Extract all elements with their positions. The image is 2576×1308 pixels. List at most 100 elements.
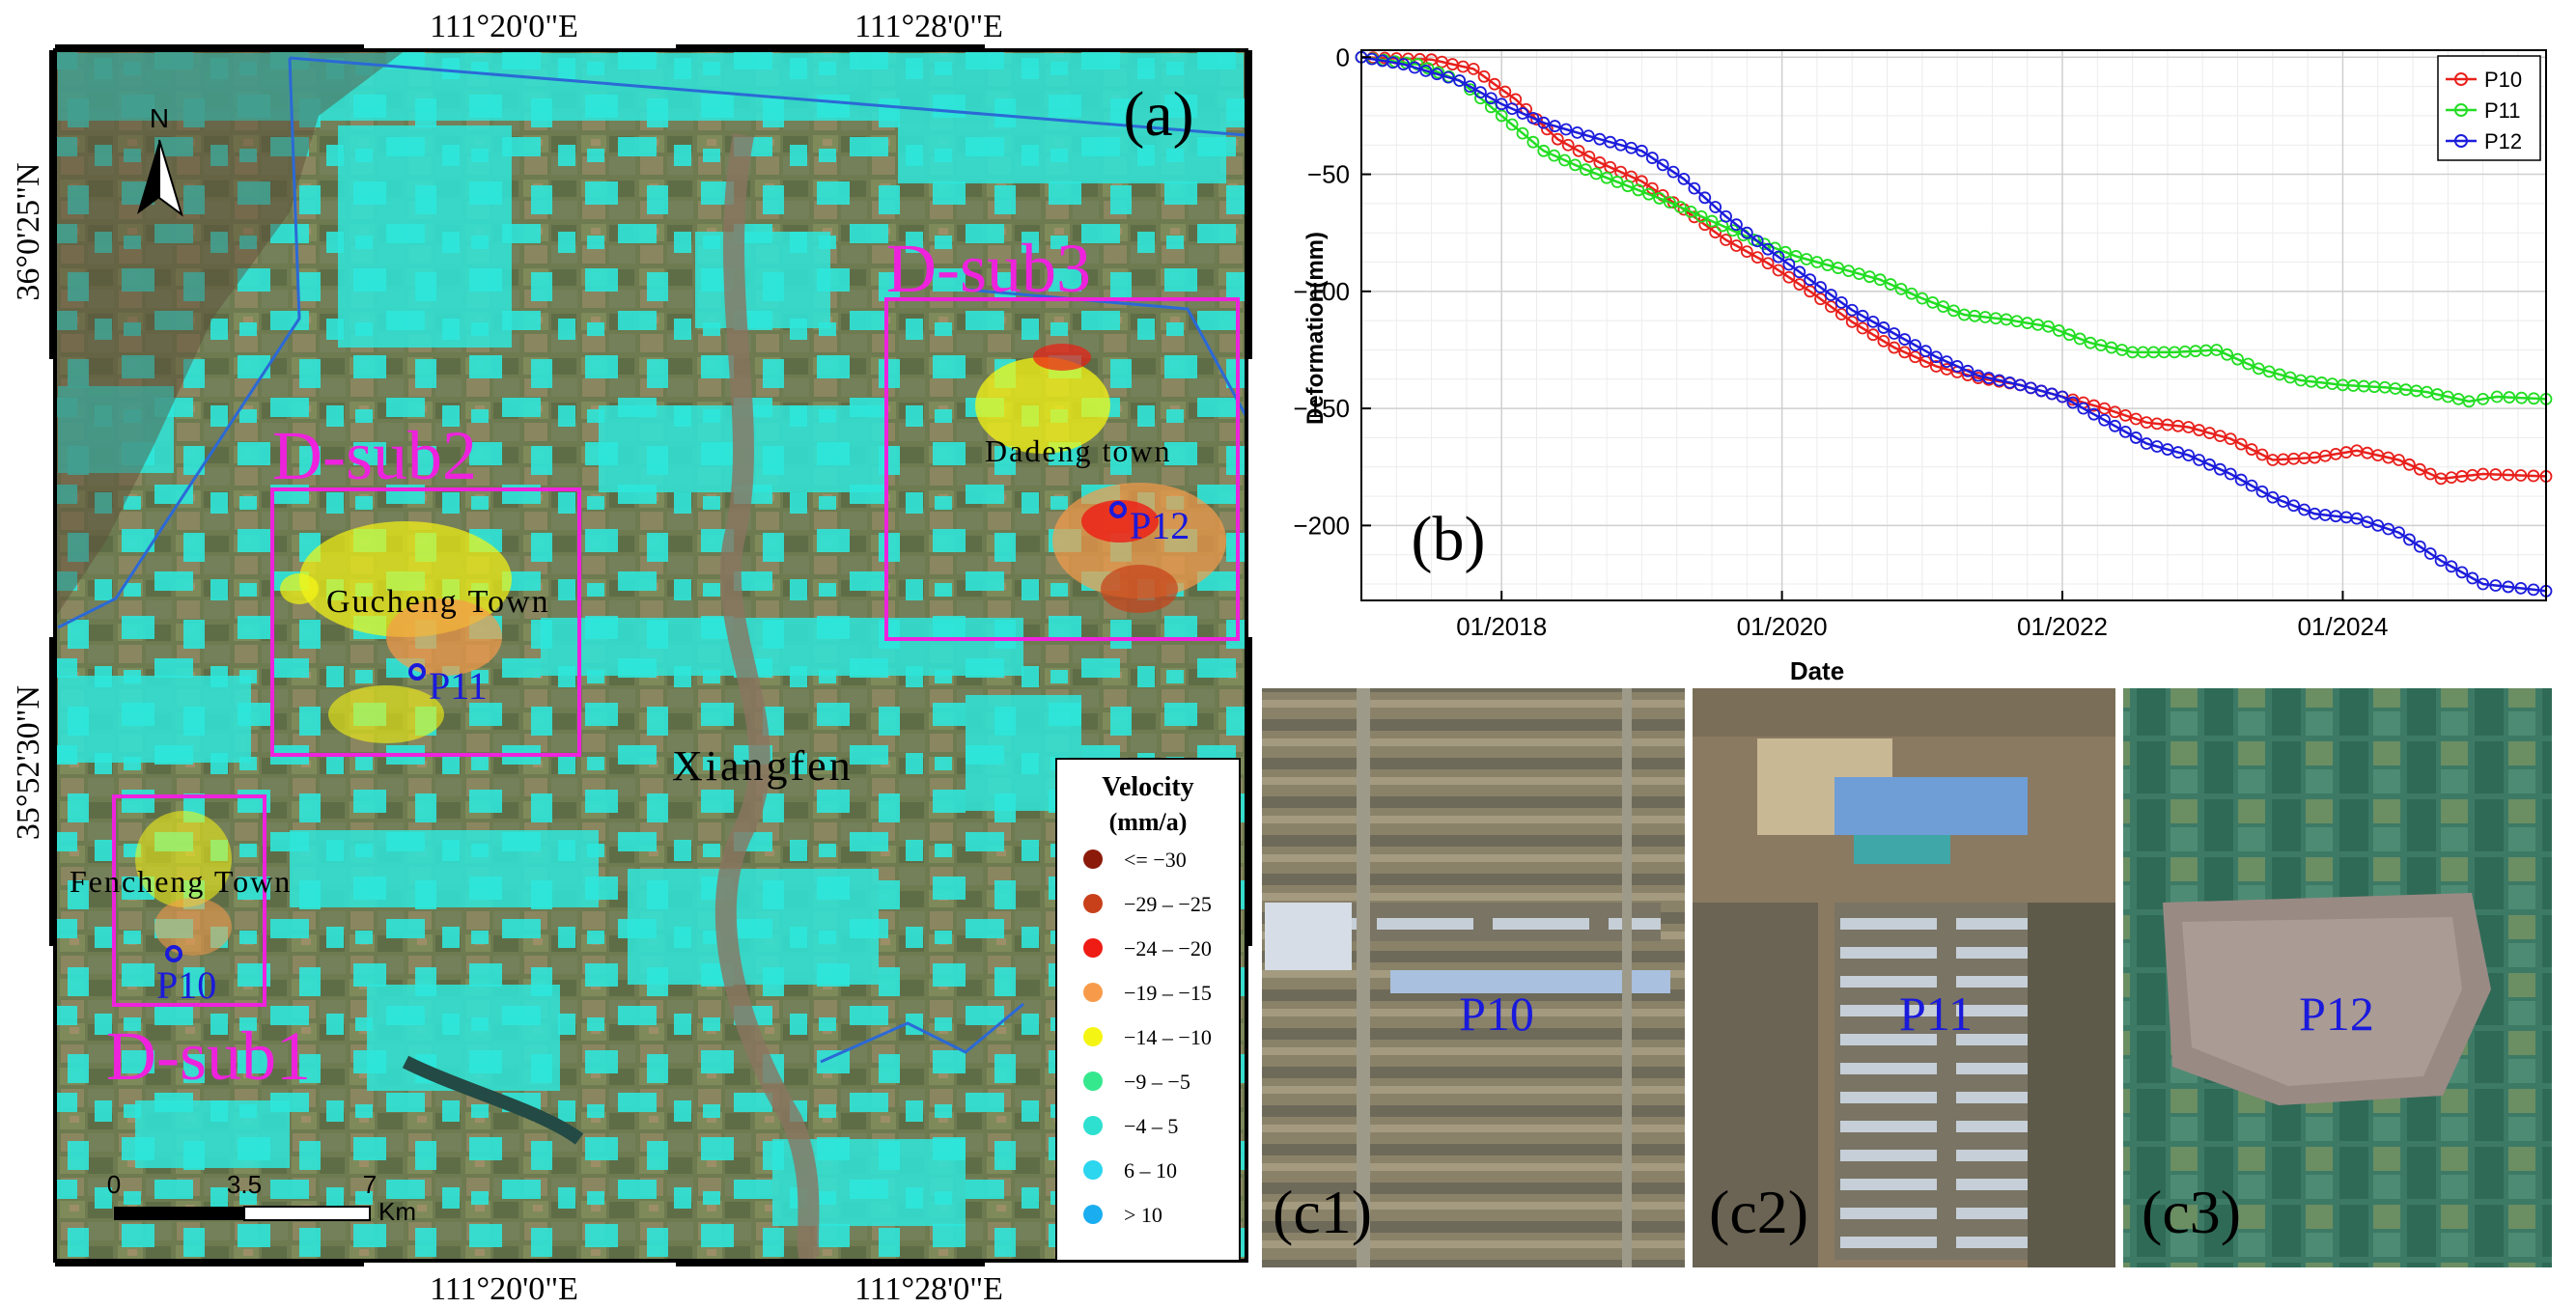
legend-marker-p12	[2454, 134, 2468, 148]
series-point-p10	[1804, 285, 1817, 298]
series-point-p11	[1526, 135, 1540, 149]
subregion-box-2	[270, 487, 581, 757]
series-point-p12	[1688, 181, 1701, 195]
series-point-p12	[1782, 258, 1796, 271]
series-point-p10	[1467, 63, 1480, 75]
series-point-p12	[1484, 92, 1498, 105]
series-point-p11	[1537, 144, 1551, 157]
series-point-p10	[1750, 251, 1764, 264]
series-point-p10	[1834, 308, 1848, 320]
series-point-p10	[1561, 138, 1575, 152]
series-point-p11	[2490, 390, 2504, 404]
series-point-p12	[1666, 165, 1680, 179]
panel-label-a: (a)	[1123, 79, 1193, 150]
series-point-p12	[2224, 467, 2237, 481]
series-point-p11	[1673, 201, 1687, 213]
series-point-p11	[1569, 158, 1582, 172]
series-point-p12	[2361, 515, 2374, 529]
series-point-p11	[1600, 171, 1613, 184]
series-point-p10	[1866, 328, 1880, 342]
series-point-p10	[2514, 469, 2528, 482]
series-point-p12	[1761, 242, 1775, 256]
panel-label-b: (b)	[1412, 504, 1486, 574]
series-point-p12	[1464, 80, 1476, 93]
series-point-p11	[1916, 292, 1929, 305]
series-point-p10	[1888, 341, 1901, 354]
legend-entry-label-4: −14 – −10	[1124, 1025, 1212, 1049]
photo-panels: P10 (c1) P11 (c2) P12 (c3)	[1262, 688, 2552, 1267]
series-point-p12	[1888, 327, 1901, 340]
series-point-p10	[1825, 300, 1837, 313]
coord-left-1: 36°0'25"N	[11, 162, 46, 300]
series-point-p11	[2462, 395, 2476, 408]
north-label: N	[150, 103, 169, 133]
series-point-p12	[1709, 201, 1722, 213]
chart-legend: P10 P11 P12	[2437, 55, 2541, 161]
coord-top-2: 111°28'0"E	[854, 9, 1003, 44]
series-point-p12	[1526, 111, 1540, 125]
series-point-p10	[1582, 150, 1596, 163]
series-point-p11	[2231, 352, 2244, 366]
series-point-p12	[1505, 102, 1519, 116]
series-point-p11	[1664, 196, 1676, 209]
series-point-p10	[1782, 270, 1796, 284]
series-point-p11	[1505, 118, 1519, 131]
point-p10: P10	[156, 945, 216, 1007]
point-label-p11: P11	[429, 664, 488, 708]
coord-left-2: 35°52'30"N	[11, 685, 46, 840]
legend-swatch-1	[1083, 894, 1103, 913]
photo-panel-label-c3: (c3)	[2142, 1178, 2241, 1246]
series-point-p12	[1940, 355, 1953, 368]
subregion-label-2: D-sub2	[272, 417, 477, 494]
series-point-p12	[1571, 125, 1584, 139]
series-point-p11	[2210, 344, 2224, 356]
subregion-box-3	[884, 297, 1240, 641]
deformation-hotspot-sub3	[975, 344, 1226, 613]
series-point-p11	[1610, 176, 1624, 188]
series-point-p12	[1537, 116, 1551, 129]
series-point-p12	[1804, 273, 1817, 287]
series-point-p10	[2527, 469, 2540, 483]
series-point-p12	[2527, 583, 2540, 597]
deformation-hotspot-sub2	[280, 521, 512, 743]
series-point-p11	[1873, 273, 1887, 287]
series-point-p10	[2502, 468, 2515, 482]
series-point-p12	[1397, 58, 1410, 70]
series-point-p10	[2129, 412, 2142, 426]
series-point-p12	[1431, 68, 1443, 81]
series-point-p12	[2129, 431, 2142, 444]
series-point-p12	[2245, 479, 2258, 492]
legend-swatch-0	[1083, 849, 1103, 869]
chart-axes: 0 −50 −100 −150 −200 01/2018 01/2020 01/2022 01/…	[1293, 42, 2547, 641]
series-point-p11	[2503, 391, 2516, 404]
series-point-p10	[1551, 132, 1564, 146]
north-arrow-icon: N	[137, 103, 183, 217]
series-point-p12	[2423, 547, 2437, 560]
series-point-p12	[2203, 458, 2216, 471]
chart-series	[1355, 50, 2553, 598]
legend-entry-label-7: 6 – 10	[1124, 1158, 1177, 1183]
series-point-p10	[1909, 350, 1921, 364]
series-point-p12	[2466, 571, 2479, 585]
series-point-p10	[1498, 85, 1512, 98]
legend-swatch-5	[1083, 1071, 1103, 1091]
series-point-p12	[2287, 499, 2301, 513]
series-point-p12	[1877, 321, 1890, 334]
legend-swatch-3	[1083, 983, 1103, 1002]
series-point-p12	[1559, 123, 1573, 136]
legend-title: Velocity	[1102, 772, 1193, 802]
series-point-p10	[1845, 315, 1859, 328]
series-point-p10	[2255, 448, 2269, 461]
series-point-p10	[2118, 408, 2132, 422]
series-point-p10	[1572, 144, 1585, 157]
legend-swatch-7	[1083, 1160, 1103, 1180]
series-point-p11	[1684, 205, 1697, 218]
legend-entry-label-5: −9 – −5	[1124, 1070, 1190, 1094]
series-point-p10	[2489, 468, 2503, 481]
series-point-p11	[1411, 58, 1424, 70]
series-point-p11	[1548, 149, 1561, 162]
series-point-p11	[2053, 324, 2065, 337]
series-point-p12	[1834, 295, 1848, 309]
series-point-p11	[1632, 183, 1645, 197]
series-point-p12	[1645, 152, 1659, 164]
